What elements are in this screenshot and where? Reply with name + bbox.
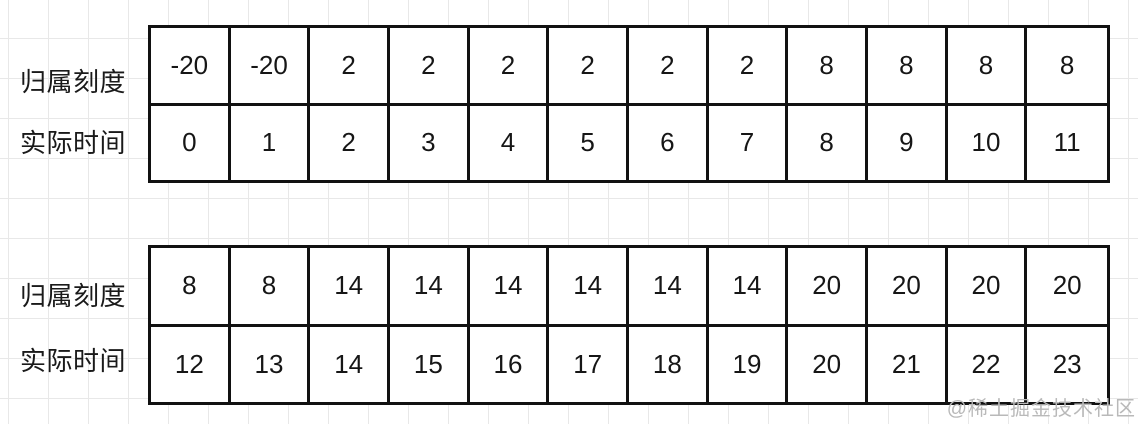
table-cell: 8 [788, 105, 868, 180]
table-cell: 22 [947, 326, 1028, 402]
table-cell: 1 [230, 105, 311, 180]
table-cell: 6 [628, 105, 709, 180]
table-cell: 14 [628, 248, 709, 324]
table-cell: 23 [1027, 326, 1107, 402]
table-cell: 20 [1027, 248, 1107, 324]
table-cell: -20 [151, 28, 231, 103]
table-cell: 2 [549, 28, 629, 103]
mapping-table-2: 8 8 14 14 14 14 14 14 20 20 20 20 12 13 14 15 16 17 18 19 2… [148, 245, 1110, 405]
mapping-table-1: -20 -20 2 2 2 2 2 2 8 8 8 8 0 1 2 3 4 5 6 7 8 9 10 11 [148, 25, 1110, 183]
table-cell: 2 [628, 28, 709, 103]
table-cell: 7 [708, 105, 789, 180]
watermark: @稀土掘金技术社区 [946, 398, 1136, 420]
table-cell: 3 [389, 105, 470, 180]
table-cell: 20 [788, 248, 868, 324]
table-cell: 8 [788, 28, 868, 103]
table-cell: 4 [469, 105, 550, 180]
table-cell: 14 [469, 248, 550, 324]
table-cell: 13 [230, 326, 311, 402]
table-cell: 8 [1027, 28, 1107, 103]
table-cell: 18 [628, 326, 709, 402]
table-cell: 2 [469, 28, 550, 103]
table-cell: 8 [151, 248, 231, 324]
row-label-tick-table1: 归属刻度 [20, 67, 127, 97]
table-cell: 20 [947, 248, 1028, 324]
table-cell: 2 [310, 105, 390, 180]
table-row-time: 0 1 2 3 4 5 6 7 8 9 10 11 [151, 105, 1107, 180]
table-cell: 0 [151, 105, 231, 180]
table-cell: 11 [1027, 105, 1107, 180]
table-row-tick: -20 -20 2 2 2 2 2 2 8 8 8 8 [151, 28, 1107, 106]
table-cell: -20 [230, 28, 311, 103]
table-cell: 14 [389, 248, 470, 324]
table-cell: 21 [867, 326, 948, 402]
table-cell: 12 [151, 326, 231, 402]
row-label-tick-table2: 归属刻度 [20, 281, 127, 311]
table-cell: 8 [230, 248, 311, 324]
table-cell: 20 [788, 326, 868, 402]
row-label-time-table2: 实际时间 [20, 346, 127, 376]
table-cell: 16 [469, 326, 550, 402]
table-cell: 19 [708, 326, 789, 402]
table-cell: 14 [310, 248, 390, 324]
table-cell: 14 [549, 248, 629, 324]
table-cell: 8 [947, 28, 1028, 103]
table-row-time: 12 13 14 15 16 17 18 19 20 21 22 23 [151, 326, 1107, 402]
table-cell: 2 [389, 28, 470, 103]
table-row-tick: 8 8 14 14 14 14 14 14 20 20 20 20 [151, 248, 1107, 327]
table-cell: 10 [947, 105, 1028, 180]
table-cell: 8 [867, 28, 948, 103]
table-cell: 14 [708, 248, 789, 324]
table-cell: 15 [389, 326, 470, 402]
table-cell: 9 [867, 105, 948, 180]
table-cell: 14 [310, 326, 390, 402]
table-cell: 20 [867, 248, 948, 324]
table-cell: 5 [549, 105, 629, 180]
table-cell: 2 [708, 28, 789, 103]
row-label-time-table1: 实际时间 [20, 128, 127, 158]
table-cell: 2 [310, 28, 390, 103]
table-cell: 17 [549, 326, 629, 402]
